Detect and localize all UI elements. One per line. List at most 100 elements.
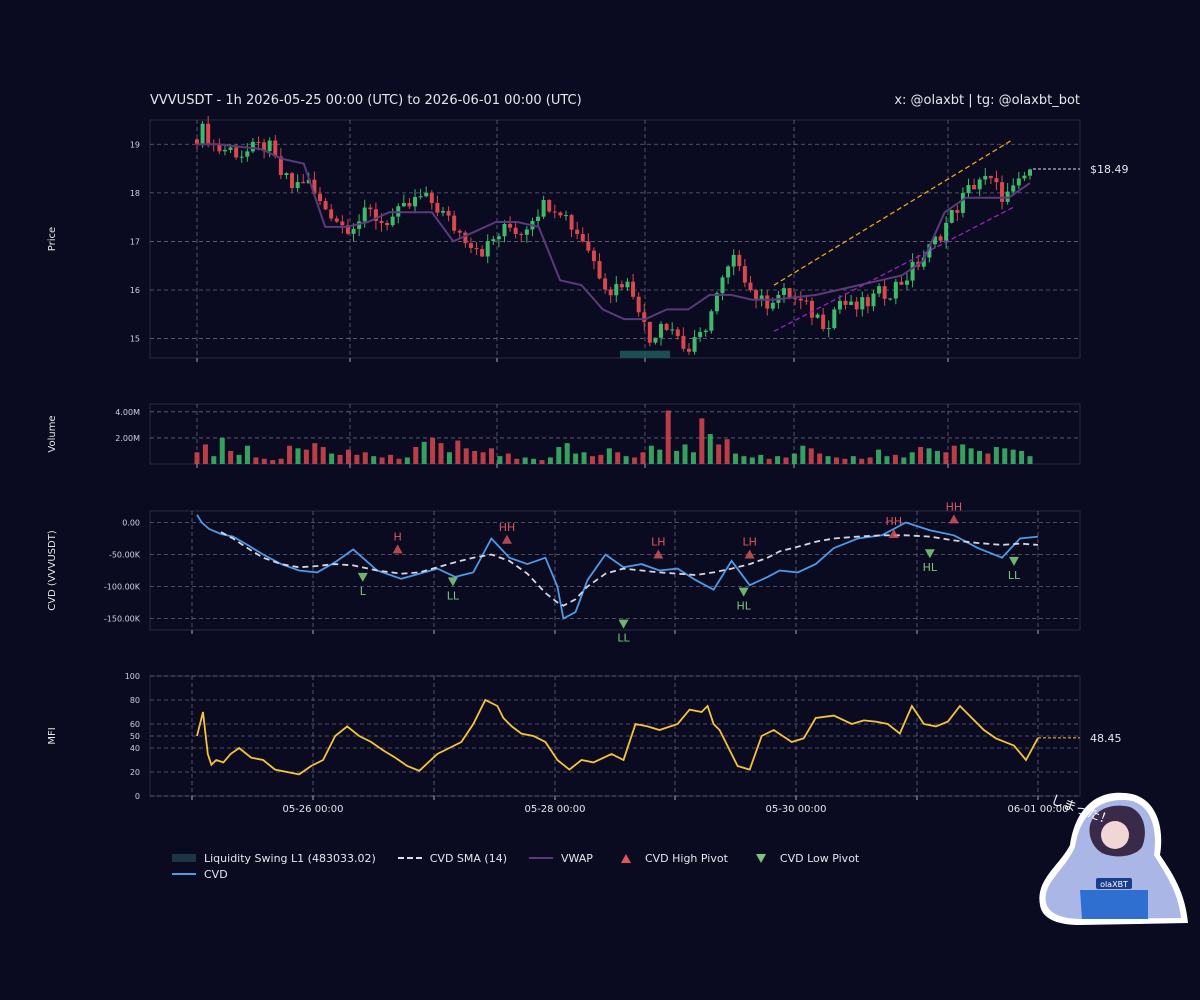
volume-bar	[783, 457, 789, 464]
volume-bar	[556, 447, 562, 464]
volume-bar	[741, 456, 747, 464]
last-mfi-label: 48.45	[1090, 732, 1122, 745]
candle	[619, 284, 624, 288]
y-tick-label: 80	[130, 696, 140, 705]
candle	[636, 296, 641, 313]
candle	[429, 192, 434, 203]
y-tick-label: 15	[130, 335, 140, 344]
cvd-low-pivot	[738, 587, 749, 597]
candle	[407, 202, 412, 207]
pivot-label: HL	[923, 561, 938, 574]
volume-bar	[876, 449, 882, 464]
candle	[317, 193, 322, 202]
candle	[222, 149, 227, 152]
candle	[1022, 175, 1027, 179]
pivot-label: HH	[886, 515, 903, 528]
candle	[1000, 182, 1005, 202]
volume-bar	[648, 445, 654, 464]
candle	[988, 175, 993, 179]
candle	[552, 211, 557, 213]
volume-bar	[522, 457, 528, 464]
volume-bar	[892, 454, 898, 464]
candle	[905, 280, 910, 285]
volume-bar	[867, 457, 873, 464]
candle	[692, 337, 697, 352]
candle	[558, 212, 563, 216]
volume-bar	[371, 456, 377, 464]
x-tick-label: 05-26 00:00	[282, 804, 343, 815]
pivot-label: HL	[736, 600, 751, 613]
volume-bar	[244, 445, 250, 464]
candle	[256, 141, 261, 143]
candle	[569, 215, 574, 230]
candle	[983, 175, 988, 180]
candle	[474, 247, 479, 250]
candle	[977, 179, 982, 190]
candle	[524, 229, 529, 235]
y-tick-label: 4.00M	[115, 408, 140, 417]
candle	[782, 288, 787, 295]
volume-bar	[211, 456, 217, 464]
volume-bar	[463, 448, 469, 464]
candle	[966, 185, 971, 194]
candle	[250, 141, 255, 152]
volume-bar	[775, 456, 781, 464]
volume-bar	[985, 453, 991, 464]
candle	[960, 193, 965, 213]
y-tick-label: 50	[130, 732, 140, 741]
cvd-high-pivot	[888, 529, 899, 539]
volume-bar	[716, 444, 722, 464]
candle	[580, 234, 585, 242]
legend-item-vwap: VWAP	[528, 852, 593, 865]
volume-bar	[303, 449, 309, 464]
legend-item-liquidity: Liquidity Swing L1 (483033.02)	[172, 852, 376, 865]
x-axis: 05-26 00:00 05-28 00:00 05-30 00:00 06-01 0…	[191, 358, 1069, 815]
volume-bar	[345, 449, 351, 464]
vwap-swatch	[528, 857, 553, 859]
volume-bar	[287, 445, 293, 464]
volume-bar	[514, 458, 520, 464]
candle	[284, 173, 289, 176]
candle	[485, 241, 490, 257]
candle	[312, 179, 317, 194]
candle	[670, 329, 675, 331]
candle	[323, 201, 328, 210]
candle	[301, 182, 306, 184]
candle	[860, 297, 865, 310]
volume-bar	[598, 454, 604, 464]
candle	[295, 182, 300, 188]
candle	[944, 222, 949, 241]
candle	[703, 330, 708, 333]
volume-bar	[825, 456, 831, 464]
legend: Liquidity Swing L1 (483033.02) CVD SMA (…	[172, 850, 859, 882]
x-tick-label: 05-30 00:00	[765, 804, 826, 815]
volume-bar	[707, 434, 713, 464]
volume-bar	[833, 457, 839, 464]
candle	[972, 185, 977, 190]
candle	[748, 282, 753, 291]
y-tick-label: 2.00M	[115, 434, 140, 443]
legend-label: Liquidity Swing L1 (483033.02)	[204, 851, 376, 865]
candle	[206, 123, 211, 144]
volume-bar	[236, 454, 242, 464]
candle	[440, 210, 445, 213]
volume-bar	[623, 456, 629, 464]
candle	[424, 192, 429, 197]
candle	[787, 288, 792, 299]
candle	[647, 321, 652, 343]
volume-bar	[606, 448, 612, 464]
volume-bar	[993, 447, 999, 464]
y-tick-label: 18	[130, 189, 140, 198]
candle	[390, 216, 395, 226]
cvd-panel: CVD (VVVUSDT) -150.00K -100.00K -50.00K 0.00…	[47, 500, 1081, 645]
volume-bar	[791, 453, 797, 464]
candle	[910, 261, 915, 281]
mfi-line	[196, 698, 1039, 776]
volume-bar	[909, 452, 915, 464]
candle	[614, 284, 619, 296]
volume-bar	[977, 450, 983, 464]
candle	[955, 210, 960, 213]
candle	[351, 228, 356, 234]
candle	[686, 348, 691, 352]
pivot-label: LL	[1008, 569, 1021, 582]
